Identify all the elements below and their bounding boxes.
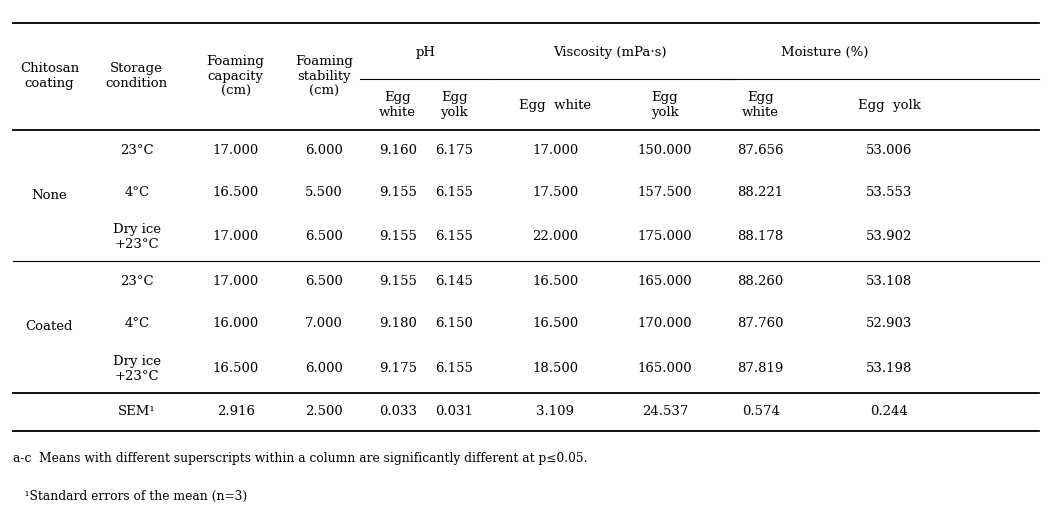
Text: ¹Standard errors of the mean (n=3): ¹Standard errors of the mean (n=3) (13, 490, 247, 503)
Text: 17.000: 17.000 (532, 144, 579, 157)
Text: 16.500: 16.500 (532, 317, 579, 330)
Text: 23°C: 23°C (120, 144, 154, 157)
Text: Coated: Coated (25, 321, 74, 333)
Text: 6.150: 6.150 (436, 317, 473, 330)
Text: 88.178: 88.178 (737, 231, 784, 243)
Text: Egg
white: Egg white (742, 91, 780, 119)
Text: 6.155: 6.155 (436, 231, 473, 243)
Text: 9.175: 9.175 (379, 362, 417, 375)
Text: Viscosity (mPa·s): Viscosity (mPa·s) (553, 46, 667, 58)
Text: 17.000: 17.000 (213, 275, 259, 289)
Text: 6.175: 6.175 (436, 144, 473, 157)
Text: 9.180: 9.180 (379, 317, 417, 330)
Text: 0.033: 0.033 (379, 405, 417, 418)
Text: 17.000: 17.000 (213, 144, 259, 157)
Text: Foaming
capacity
(cm): Foaming capacity (cm) (206, 55, 265, 98)
Text: 4°C: 4°C (124, 185, 149, 199)
Text: 53.198: 53.198 (866, 362, 912, 375)
Text: Chitosan
coating: Chitosan coating (20, 62, 79, 90)
Text: 9.155: 9.155 (379, 185, 417, 199)
Text: 175.000: 175.000 (638, 231, 692, 243)
Text: 22.000: 22.000 (532, 231, 579, 243)
Text: 6.145: 6.145 (436, 275, 473, 289)
Text: 0.244: 0.244 (870, 405, 908, 418)
Text: Dry ice
+23°C: Dry ice +23°C (113, 223, 161, 251)
Text: 6.500: 6.500 (305, 231, 343, 243)
Text: 6.500: 6.500 (305, 275, 343, 289)
Text: 53.902: 53.902 (866, 231, 912, 243)
Text: 53.006: 53.006 (866, 144, 912, 157)
Text: 0.031: 0.031 (436, 405, 473, 418)
Text: 16.000: 16.000 (213, 317, 259, 330)
Text: 53.108: 53.108 (866, 275, 912, 289)
Text: 4°C: 4°C (124, 317, 149, 330)
Text: 6.000: 6.000 (305, 144, 343, 157)
Text: Dry ice
+23°C: Dry ice +23°C (113, 355, 161, 383)
Text: SEM¹: SEM¹ (118, 405, 156, 418)
Text: Egg
white: Egg white (379, 91, 417, 119)
Text: 2.916: 2.916 (217, 405, 255, 418)
Text: Egg  yolk: Egg yolk (857, 99, 920, 112)
Text: Egg
yolk: Egg yolk (651, 91, 679, 119)
Text: 170.000: 170.000 (638, 317, 692, 330)
Text: 23°C: 23°C (120, 275, 154, 289)
Text: 53.553: 53.553 (866, 185, 912, 199)
Text: 52.903: 52.903 (866, 317, 912, 330)
Text: 24.537: 24.537 (642, 405, 688, 418)
Text: pH: pH (416, 46, 437, 58)
Text: 18.500: 18.500 (532, 362, 579, 375)
Text: 6.000: 6.000 (305, 362, 343, 375)
Text: 6.155: 6.155 (436, 185, 473, 199)
Text: 87.656: 87.656 (737, 144, 784, 157)
Text: 150.000: 150.000 (638, 144, 692, 157)
Text: Egg  white: Egg white (520, 99, 591, 112)
Text: Foaming
stability
(cm): Foaming stability (cm) (295, 55, 353, 98)
Text: 7.000: 7.000 (305, 317, 343, 330)
Text: Egg
yolk: Egg yolk (441, 91, 468, 119)
Text: 0.574: 0.574 (742, 405, 780, 418)
Text: 9.155: 9.155 (379, 231, 417, 243)
Text: 9.155: 9.155 (379, 275, 417, 289)
Text: Moisture (%): Moisture (%) (781, 46, 869, 58)
Text: 88.260: 88.260 (737, 275, 784, 289)
Text: 165.000: 165.000 (638, 275, 692, 289)
Text: 88.221: 88.221 (737, 185, 784, 199)
Text: 157.500: 157.500 (638, 185, 692, 199)
Text: 17.000: 17.000 (213, 231, 259, 243)
Text: 2.500: 2.500 (305, 405, 343, 418)
Text: 16.500: 16.500 (213, 362, 259, 375)
Text: 5.500: 5.500 (305, 185, 343, 199)
Text: None: None (32, 189, 67, 202)
Text: 165.000: 165.000 (638, 362, 692, 375)
Text: 9.160: 9.160 (379, 144, 417, 157)
Text: 3.109: 3.109 (537, 405, 574, 418)
Text: 87.760: 87.760 (737, 317, 784, 330)
Text: 6.155: 6.155 (436, 362, 473, 375)
Text: 16.500: 16.500 (532, 275, 579, 289)
Text: 17.500: 17.500 (532, 185, 579, 199)
Text: Storage
condition: Storage condition (105, 62, 168, 90)
Text: 87.819: 87.819 (737, 362, 784, 375)
Text: 16.500: 16.500 (213, 185, 259, 199)
Text: a-c  Means with different superscripts within a column are significantly differe: a-c Means with different superscripts wi… (13, 452, 587, 465)
